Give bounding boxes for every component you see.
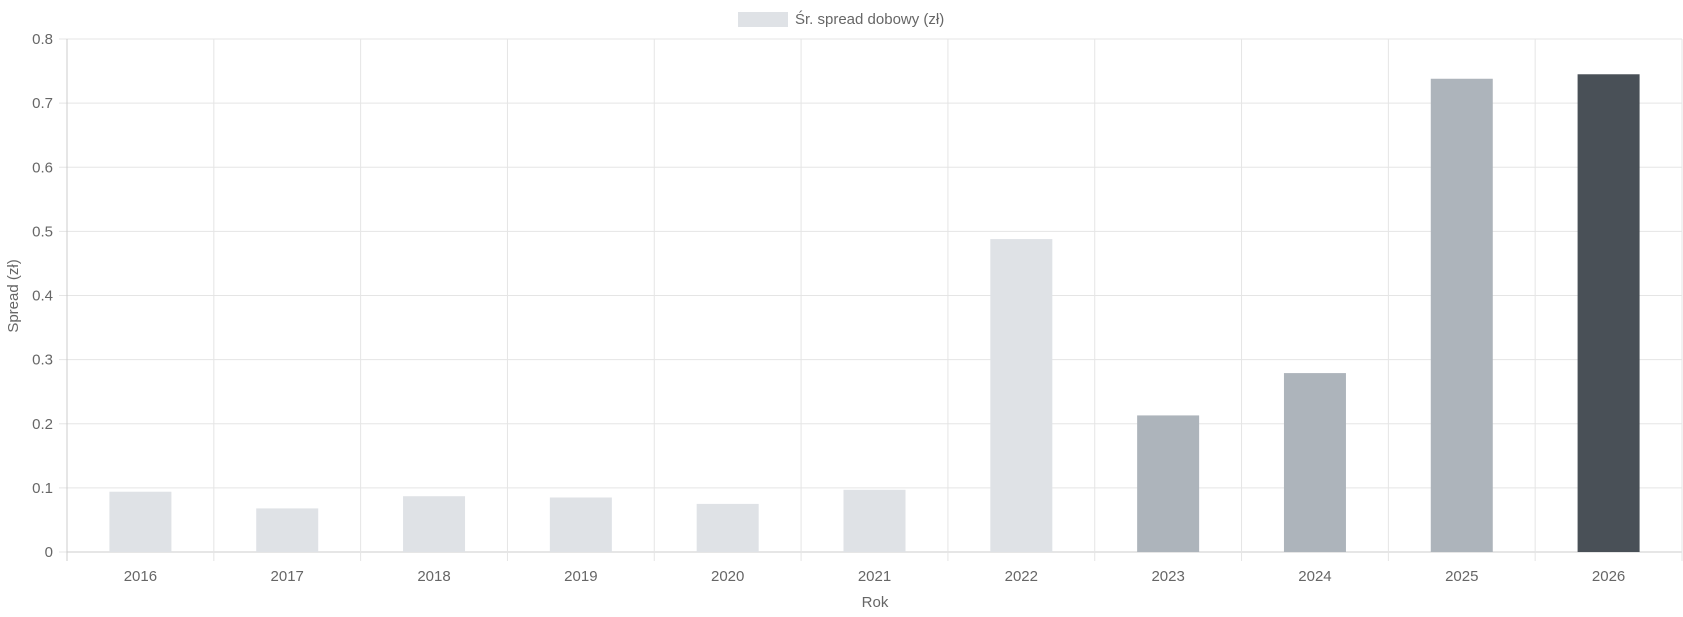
- legend[interactable]: Śr. spread dobowy (zł): [738, 10, 944, 28]
- y-tick-label: 0.5: [32, 223, 53, 240]
- y-tick-label: 0.7: [32, 95, 53, 112]
- legend-swatch[interactable]: [738, 12, 788, 27]
- x-tick-label: 2022: [1005, 568, 1038, 585]
- bar-2021[interactable]: [843, 489, 906, 552]
- x-tick-label: 2017: [271, 568, 304, 585]
- x-tick-label: 2019: [564, 568, 597, 585]
- bar-2016[interactable]: [109, 491, 172, 552]
- axes: 0 0.1 0.2 0.3 0.4 0.5 0.6 0.7 0.8 2016 2017 2018 201…: [32, 31, 1625, 585]
- x-tick-label: 2020: [711, 568, 744, 585]
- bar-2019[interactable]: [549, 497, 612, 552]
- bar-2020[interactable]: [696, 503, 759, 552]
- x-axis-title: Rok: [862, 594, 889, 611]
- bar-2018[interactable]: [403, 496, 466, 552]
- x-tick-label: 2021: [858, 568, 891, 585]
- y-tick-label: 0.1: [32, 480, 53, 497]
- y-tick-label: 0.2: [32, 416, 53, 433]
- x-tick-label: 2018: [417, 568, 450, 585]
- grid-lines: [59, 38, 1683, 561]
- bars: [109, 74, 1640, 553]
- bar-2023[interactable]: [1137, 415, 1200, 552]
- x-tick-label: 2024: [1298, 568, 1331, 585]
- bar-2024[interactable]: [1283, 373, 1346, 552]
- y-tick-label: 0.3: [32, 352, 53, 369]
- y-tick-label: 0.8: [32, 31, 53, 48]
- x-tick-label: 2016: [124, 568, 157, 585]
- y-tick-label: 0.6: [32, 159, 53, 176]
- x-tick-label: 2026: [1592, 568, 1625, 585]
- y-axis-title: Spread (zł): [5, 259, 22, 332]
- bar-2017[interactable]: [256, 508, 319, 552]
- legend-label[interactable]: Śr. spread dobowy (zł): [795, 10, 944, 28]
- y-tick-label: 0: [45, 544, 53, 561]
- y-tick-label: 0.4: [32, 288, 53, 305]
- x-tick-label: 2025: [1445, 568, 1478, 585]
- bar-2026[interactable]: [1577, 74, 1640, 553]
- bar-2025[interactable]: [1430, 78, 1493, 552]
- bar-2022[interactable]: [990, 239, 1053, 552]
- x-tick-label: 2023: [1151, 568, 1184, 585]
